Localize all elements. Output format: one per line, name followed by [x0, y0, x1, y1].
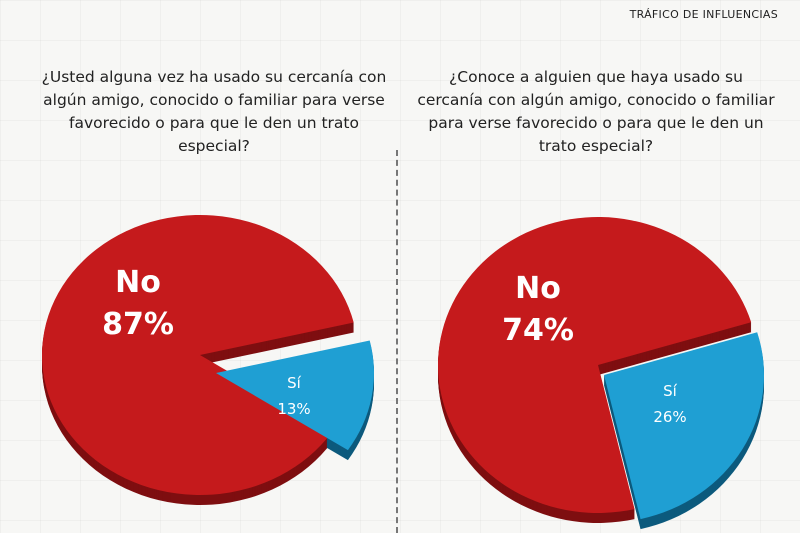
- label-no: No: [115, 265, 161, 300]
- slice-no: [42, 215, 354, 496]
- label-si: Sí: [663, 382, 678, 400]
- label-no: No: [515, 271, 561, 306]
- slice-no: [438, 216, 752, 513]
- slice-si: [604, 332, 764, 520]
- value-si: 26%: [653, 408, 686, 426]
- value-no: 74%: [502, 313, 574, 348]
- pie-chart-2: No 74% Sí 26%: [438, 216, 764, 530]
- dashed-divider: [396, 150, 398, 533]
- pie-chart-1: No 87% Sí 13%: [42, 215, 375, 506]
- value-no: 87%: [102, 307, 174, 342]
- value-si: 13%: [277, 400, 310, 418]
- page-header: TRÁFICO DE INFLUENCIAS: [629, 8, 778, 21]
- label-si: Sí: [287, 374, 302, 392]
- slice-si: [216, 340, 375, 451]
- question-left: ¿Usted alguna vez ha usado su cercanía c…: [41, 68, 387, 155]
- question-right: ¿Conoce a alguien que haya usado su cerc…: [417, 68, 775, 155]
